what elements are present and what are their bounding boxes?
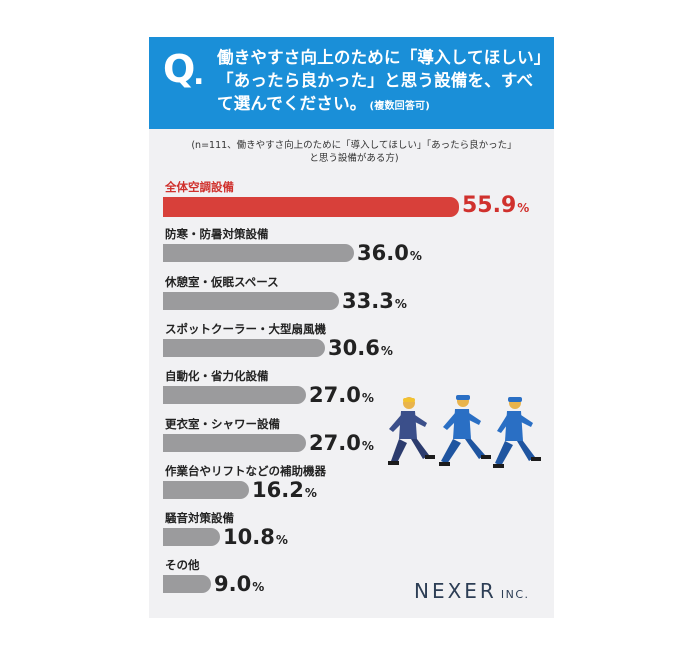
value-unit: % bbox=[380, 343, 393, 358]
value-unit: % bbox=[409, 249, 422, 264]
bar bbox=[163, 338, 325, 357]
bar bbox=[163, 197, 459, 217]
value-label: 30.6% bbox=[328, 337, 393, 362]
infographic-card: Q . 働きやすさ向上のために「導入してほしい」「あったら良かった」と思う設備を… bbox=[149, 37, 554, 618]
question-header: Q . 働きやすさ向上のために「導入してほしい」「あったら良かった」と思う設備を… bbox=[149, 37, 554, 129]
value-unit: % bbox=[361, 391, 374, 406]
category-label: 休憩室・仮眠スペース bbox=[165, 274, 279, 289]
value-number: 9.0 bbox=[214, 572, 252, 597]
value-number: 27.0 bbox=[309, 430, 361, 455]
value-number: 55.9 bbox=[462, 193, 517, 218]
bar bbox=[163, 244, 354, 263]
value-unit: % bbox=[252, 580, 265, 595]
company-logo: NEXER INC. bbox=[414, 579, 530, 603]
value-unit: % bbox=[361, 438, 374, 453]
value-number: 16.2 bbox=[252, 477, 304, 502]
sample-note: (n=111、働きやすさ向上のために「導入してほしい」「あったら良かった」 と思… bbox=[169, 139, 539, 165]
value-number: 30.6 bbox=[328, 335, 380, 360]
value-number: 10.8 bbox=[223, 525, 275, 550]
value-unit: % bbox=[394, 296, 407, 311]
bar bbox=[163, 433, 306, 452]
logo-suffix: INC. bbox=[500, 588, 530, 601]
value-number: 27.0 bbox=[309, 383, 361, 408]
category-label: 更衣室・シャワー設備 bbox=[165, 416, 280, 431]
running-workers-icon bbox=[388, 395, 541, 468]
value-number: 36.0 bbox=[357, 241, 409, 266]
category-label: 騒音対策設備 bbox=[165, 511, 234, 526]
value-label: 36.0% bbox=[357, 242, 422, 267]
value-label: 9.0% bbox=[214, 573, 264, 598]
category-label: 全体空調設備 bbox=[165, 180, 234, 194]
question-body: 働きやすさ向上のために「導入してほしい」「あったら良かった」と思う設備を、すべて… bbox=[217, 48, 543, 113]
category-label: 防寒・防暑対策設備 bbox=[165, 227, 269, 242]
sample-note-line2: と思う設備がある方) bbox=[309, 153, 399, 164]
value-unit: % bbox=[275, 533, 288, 548]
question-note: (複数回答可) bbox=[369, 101, 431, 112]
bar bbox=[163, 528, 220, 547]
value-label: 27.0% bbox=[309, 384, 374, 409]
value-label: 10.8% bbox=[223, 526, 288, 551]
bar bbox=[163, 291, 339, 310]
category-label: 自動化・省力化設備 bbox=[165, 369, 269, 384]
question-dot: . bbox=[193, 57, 205, 92]
category-label: その他 bbox=[165, 558, 200, 573]
bar bbox=[163, 386, 306, 405]
sample-note-line1: (n=111、働きやすさ向上のために「導入してほしい」「あったら良かった」 bbox=[191, 140, 517, 151]
value-label: 33.3% bbox=[342, 290, 407, 315]
logo-name: NEXER bbox=[414, 579, 497, 603]
value-label: 16.2% bbox=[252, 479, 317, 504]
question-mark: Q bbox=[163, 47, 196, 91]
value-unit: % bbox=[517, 201, 530, 215]
bar bbox=[163, 575, 211, 594]
question-text: 働きやすさ向上のために「導入してほしい」「あったら良かった」と思う設備を、すべて… bbox=[217, 46, 547, 118]
value-unit: % bbox=[304, 485, 317, 500]
bar bbox=[163, 480, 249, 499]
value-label: 55.9% bbox=[462, 195, 529, 219]
category-label: 作業台やリフトなどの補助機器 bbox=[165, 463, 326, 478]
category-label: スポットクーラー・大型扇風機 bbox=[165, 321, 326, 336]
value-label: 27.0% bbox=[309, 432, 374, 457]
value-number: 33.3 bbox=[342, 288, 394, 313]
